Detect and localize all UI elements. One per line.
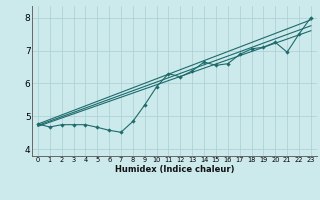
- X-axis label: Humidex (Indice chaleur): Humidex (Indice chaleur): [115, 165, 234, 174]
